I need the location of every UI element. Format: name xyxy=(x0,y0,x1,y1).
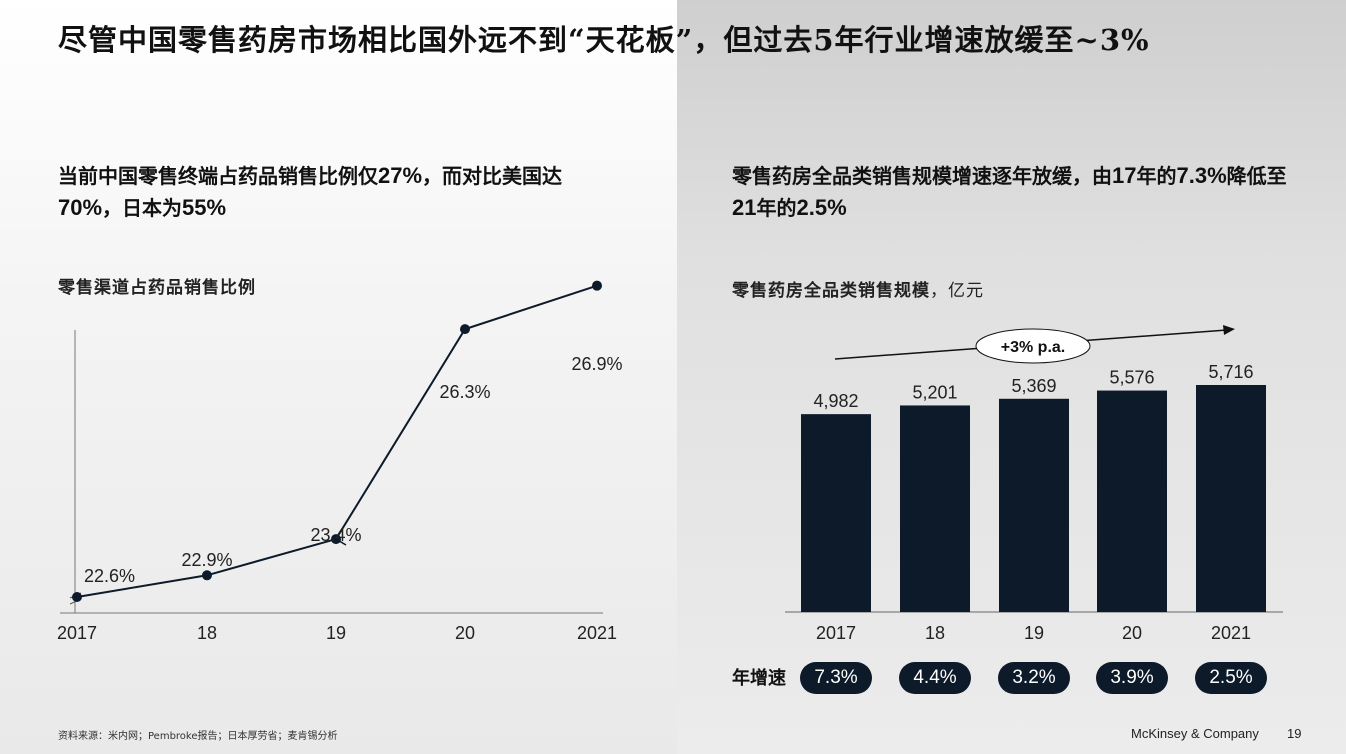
x-tick-label: 2017 xyxy=(57,623,97,643)
data-label: 26.3% xyxy=(439,382,490,402)
source-note: 资料来源：米内网；Pembroke报告；日本厚劳省；麦肯锡分析 xyxy=(58,731,338,742)
bar xyxy=(801,414,871,612)
growth-rate-label: 年增速 xyxy=(732,668,786,689)
series-line xyxy=(76,284,598,598)
growth-rate-pill: 4.4% xyxy=(899,662,971,694)
growth-rate-pill: 2.5% xyxy=(1195,662,1267,694)
cagr-badge xyxy=(975,328,1091,364)
bar xyxy=(1196,385,1266,612)
left-chart-title: 零售渠道占药品销售比例 xyxy=(58,278,256,298)
x-tick-label: 20 xyxy=(455,623,475,643)
x-tick-label: 19 xyxy=(326,623,346,643)
bar-value-label: 5,369 xyxy=(1011,376,1056,396)
data-point xyxy=(202,570,212,581)
data-point xyxy=(592,280,602,291)
bar-value-label: 5,201 xyxy=(912,382,957,402)
left-heading: 当前中国零售终端占药品销售比例仅27%，而对比美国达70%，日本为55% xyxy=(58,163,563,220)
bar-value-label: 5,576 xyxy=(1109,368,1154,388)
cagr-label: +3% p.a. xyxy=(1001,339,1065,356)
x-tick-label: 2021 xyxy=(577,623,617,643)
bar-value-label: 4,982 xyxy=(813,391,858,411)
page-title: 尽管中国零售药房市场相比国外远不到“天花板”，但过去5年行业增速放缓至~3% xyxy=(58,23,1150,57)
right-chart-title: 零售药房全品类销售规模，亿元 xyxy=(732,281,984,301)
left-panel-background xyxy=(0,0,677,754)
growth-rate-pill: 7.3% xyxy=(800,662,872,694)
data-label: 22.9% xyxy=(181,550,232,570)
data-label: 26.9% xyxy=(571,354,622,374)
data-point xyxy=(72,592,82,602)
growth-rate-pill: 3.2% xyxy=(998,662,1070,694)
x-tick-label: 18 xyxy=(925,623,945,643)
right-heading: 零售药房全品类销售规模增速逐年放缓，由17年的7.3%降低至21年的2.5% xyxy=(732,163,1287,220)
line-chart: 22.6% 22.9% 23.4% 26.3% 26.9% 2017 18 19 20 2021 xyxy=(57,280,623,643)
x-tick-label: 2017 xyxy=(816,623,856,643)
x-tick-label: 2021 xyxy=(1211,623,1251,643)
data-label: 22.6% xyxy=(84,566,135,586)
x-tick-label: 18 xyxy=(197,623,217,643)
data-label: 23.4% xyxy=(310,525,361,545)
x-tick-label: 20 xyxy=(1122,623,1142,643)
bar-chart: 4,982 2017 5,201 18 5,369 19 5,576 20 5,716 2021 +… xyxy=(785,325,1283,643)
bar xyxy=(999,398,1069,612)
bar xyxy=(1097,390,1167,612)
brand-name: McKinsey & Company xyxy=(1131,726,1259,741)
growth-rate-pill: 3.9% xyxy=(1096,662,1168,694)
bar xyxy=(900,405,970,612)
data-point xyxy=(331,534,341,545)
data-point xyxy=(460,324,470,335)
bar-value-label: 5,716 xyxy=(1208,362,1253,382)
trend-arrow-head xyxy=(1223,325,1235,335)
right-panel-background xyxy=(677,0,1346,754)
x-tick-label: 19 xyxy=(1024,623,1044,643)
page-number: 19 xyxy=(1287,726,1302,741)
